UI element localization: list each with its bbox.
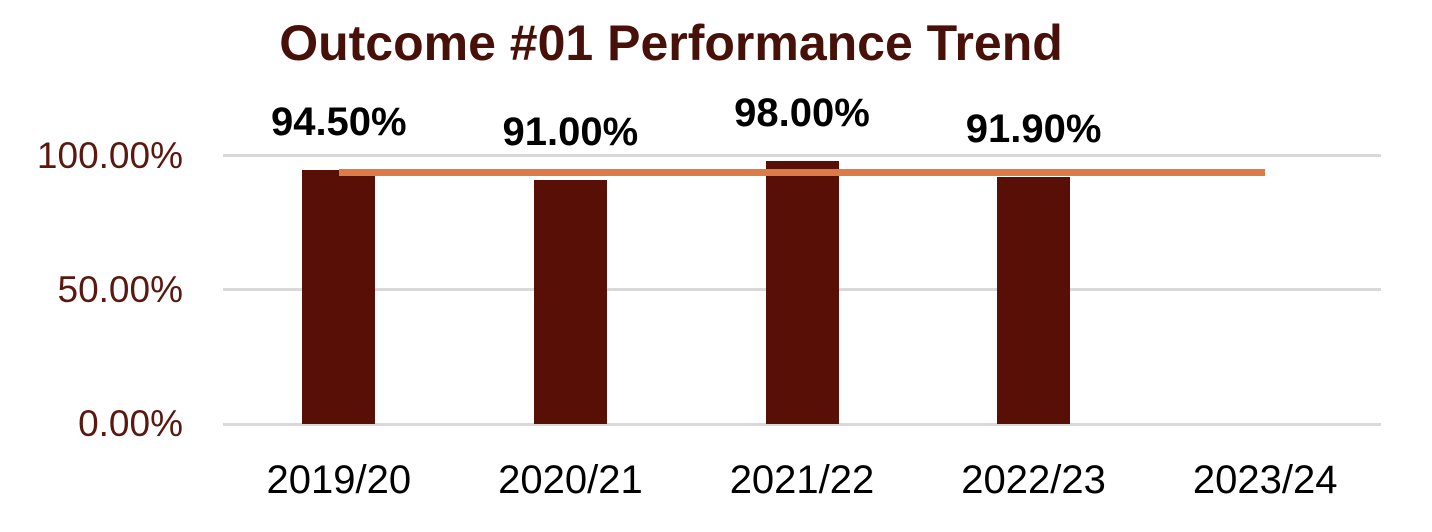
chart-title: Outcome #01 Performance Trend [279, 15, 1063, 71]
gridline-0 [223, 422, 1381, 426]
bar-2019-20 [302, 170, 376, 424]
x-axis-category-label: 2019/20 [266, 458, 412, 502]
gridline-100 [223, 154, 1381, 157]
y-axis-tick-label: 0.00% [78, 403, 183, 444]
bar-2020-21 [533, 179, 607, 424]
data-label: 91.90% [965, 107, 1102, 152]
x-axis-category-label: 2020/21 [498, 458, 643, 502]
x-axis-category-label: 2021/22 [729, 458, 875, 502]
data-label: 91.00% [502, 109, 639, 154]
data-label: 94.50% [270, 100, 407, 145]
data-label: 98.00% [734, 90, 870, 135]
bar-2021-22 [765, 160, 839, 424]
y-axis-tick-label: 100.00% [36, 134, 183, 176]
x-axis-category-label: 2023/24 [1192, 458, 1338, 502]
bar-2022-23 [997, 177, 1071, 424]
trend-line [338, 168, 1266, 176]
x-axis-category-label: 2022/23 [961, 458, 1106, 502]
y-axis-tick-label: 50.00% [57, 268, 184, 310]
